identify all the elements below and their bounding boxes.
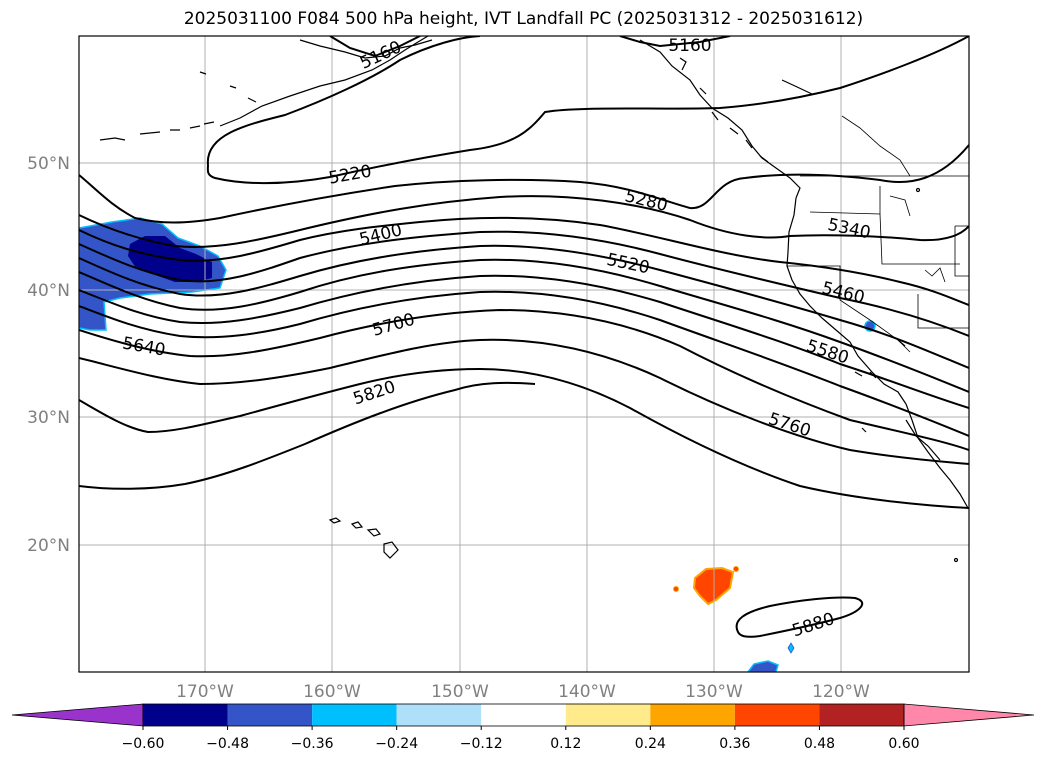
negative-anomaly-small xyxy=(787,642,795,654)
colorbar-cell xyxy=(481,704,566,726)
contour-5820-north xyxy=(79,338,969,465)
colorbar-tick-labels: −0.60 −0.48 −0.36 −0.24 −0.12 0.12 0.24 0.36 0.4… xyxy=(122,726,920,752)
graticule xyxy=(79,36,969,672)
positive-anomaly-dot-2 xyxy=(733,566,739,572)
colorbar-tick-label: −0.48 xyxy=(206,736,249,752)
colorbar-tick-label: −0.12 xyxy=(460,736,503,752)
latitude-labels: 50°N 40°N 30°N 20°N xyxy=(27,154,70,556)
colorbar-tick-label: 0.12 xyxy=(550,736,581,752)
lat-label-20n: 20°N xyxy=(27,536,70,556)
contour-5760 xyxy=(79,308,969,451)
contour-5220 xyxy=(206,36,969,185)
southeast-alaska-coast xyxy=(639,39,801,199)
colorbar-tick-label: 0.36 xyxy=(719,736,750,752)
lat-label-40n: 40°N xyxy=(27,281,70,301)
lon-label-130w: 130°W xyxy=(685,682,743,702)
height-contours xyxy=(79,36,969,638)
contour-5460 xyxy=(79,230,969,337)
lon-label-170w: 170°W xyxy=(176,682,234,702)
contour-5400 xyxy=(79,216,969,306)
negative-anomaly-south xyxy=(747,660,779,672)
colorbar-cell xyxy=(396,704,482,726)
hawaii-islands xyxy=(328,517,399,559)
contour-5160-east xyxy=(619,36,731,48)
colorbar xyxy=(11,703,1035,727)
colorbar-outline xyxy=(142,703,905,727)
colorbar-cell xyxy=(227,704,313,726)
colorbar-cell xyxy=(143,704,228,726)
alaska-coast xyxy=(219,36,429,127)
contour-label-5160-east: 5160 xyxy=(668,36,711,56)
longitude-labels: 170°W 160°W 150°W 140°W 130°W 120°W xyxy=(176,682,870,702)
contour-5880-island xyxy=(735,596,864,638)
colorbar-tick-label: −0.36 xyxy=(291,736,334,752)
lon-label-160w: 160°W xyxy=(303,682,361,702)
colorbar-cell xyxy=(819,704,904,726)
colorbar-tick-label: −0.60 xyxy=(122,736,165,752)
colorbar-tick-label: 0.24 xyxy=(635,736,666,752)
colorbar-cell xyxy=(734,704,820,726)
colorbar-tick-label: 0.60 xyxy=(888,736,919,752)
colorbar-cell xyxy=(650,704,735,726)
lat-label-50n: 50°N xyxy=(27,154,70,174)
colorbar-extension-high xyxy=(903,703,1035,727)
colorbar-tick-label: −0.24 xyxy=(375,736,418,752)
contour-5160-west xyxy=(329,36,421,58)
lon-label-140w: 140°W xyxy=(558,682,616,702)
contour-5700 xyxy=(79,290,969,437)
lon-label-120w: 120°W xyxy=(812,682,870,702)
lat-label-30n: 30°N xyxy=(27,408,70,428)
contour-5640 xyxy=(79,274,969,409)
colorbar-cell xyxy=(312,704,397,726)
lon-label-150w: 150°W xyxy=(431,682,489,702)
colorbar-cell xyxy=(565,704,651,726)
contour-labels: 5160 5160 5220 5280 5340 5400 5460 5520 … xyxy=(121,36,872,641)
map-title: 2025031100 F084 500 hPa height, IVT Land… xyxy=(183,9,864,29)
colorbar-tick-label: 0.48 xyxy=(804,736,835,752)
contour-5820-south xyxy=(79,367,969,509)
map-area: 5160 5160 5220 5280 5340 5400 5460 5520 … xyxy=(79,36,969,672)
contour-5880-south xyxy=(79,381,536,490)
positive-anomaly-dot-1 xyxy=(673,586,679,592)
contour-5520 xyxy=(79,244,969,369)
colorbar-extension-low xyxy=(11,703,144,727)
contour-5340 xyxy=(79,195,969,248)
contour-5580 xyxy=(79,258,969,393)
contour-5280 xyxy=(79,144,969,224)
map-frame xyxy=(78,35,970,673)
